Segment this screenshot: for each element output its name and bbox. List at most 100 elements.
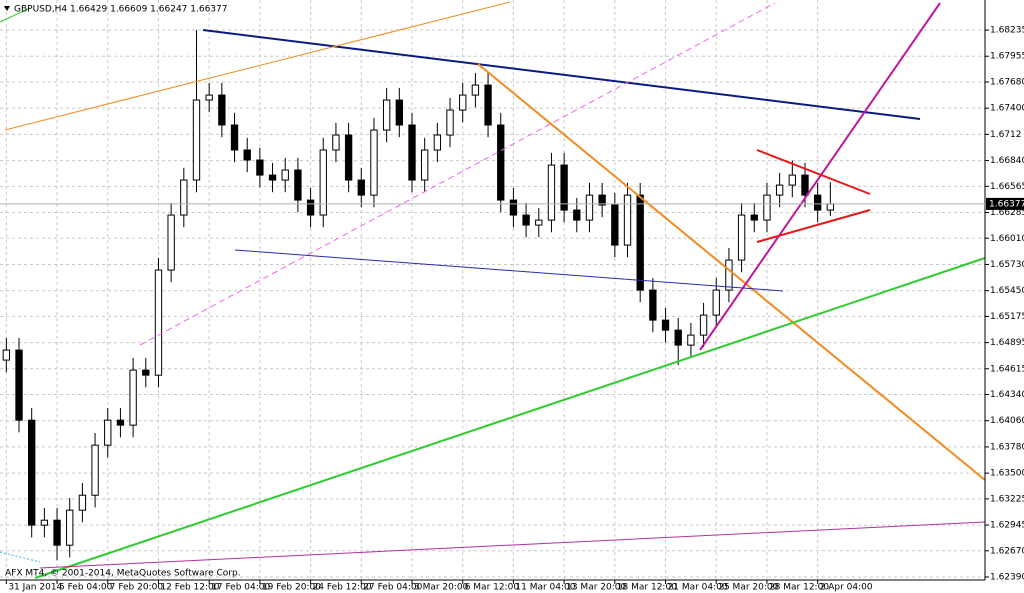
x-tick-label: 28 Mar 12:00 bbox=[769, 583, 829, 593]
y-tick-label: 1.67400 bbox=[990, 104, 1024, 114]
trendline bbox=[756, 149, 871, 195]
candle-body bbox=[433, 134, 442, 151]
y-tick-label: 1.62390 bbox=[990, 573, 1024, 583]
y-tick-label: 1.6712 bbox=[990, 130, 1022, 140]
candle-body bbox=[116, 419, 125, 426]
grid bbox=[0, 0, 985, 580]
x-tick-label: 24 Feb 12:00 bbox=[313, 583, 372, 593]
x-tick-label: 31 Jan 2014 bbox=[8, 583, 62, 593]
candle-body bbox=[91, 444, 99, 496]
title-icon bbox=[4, 6, 10, 11]
x-tick-label: 2 Apr 04:00 bbox=[820, 583, 873, 593]
candle-body bbox=[180, 179, 188, 216]
x-tick-label: 7 Feb 20:00 bbox=[110, 583, 164, 593]
x-tick-label: 5 Feb 04:00 bbox=[59, 583, 113, 593]
x-tick-label: 12 Feb 12:00 bbox=[160, 583, 219, 593]
candle-body bbox=[15, 349, 23, 421]
candle-body bbox=[230, 124, 239, 151]
trendline bbox=[756, 209, 871, 243]
candle-body bbox=[573, 209, 581, 221]
y-tick-label: 1.64340 bbox=[990, 390, 1024, 400]
trendline bbox=[34, 257, 986, 579]
candle-body bbox=[446, 109, 454, 136]
candle-body bbox=[661, 319, 670, 331]
candle-body bbox=[649, 289, 657, 321]
trendline bbox=[202, 29, 921, 120]
candle-body bbox=[699, 314, 708, 336]
y-tick-label: 1.65175 bbox=[990, 312, 1024, 322]
candle-body bbox=[142, 369, 150, 376]
candle-body bbox=[28, 419, 36, 526]
candle-body bbox=[801, 174, 809, 196]
trendline bbox=[477, 63, 986, 481]
candle-body bbox=[243, 149, 251, 161]
candle-body bbox=[205, 94, 213, 101]
candle-body bbox=[78, 494, 87, 511]
candle-body bbox=[370, 129, 378, 196]
x-tick-label: 19 Feb 20:00 bbox=[262, 583, 321, 593]
candle-body bbox=[40, 519, 49, 526]
candle-body bbox=[154, 269, 163, 376]
y-tick-label: 1.63780 bbox=[990, 442, 1024, 452]
candle-body bbox=[218, 94, 226, 126]
y-tick-label: 1.64895 bbox=[990, 338, 1024, 348]
candle-body bbox=[268, 174, 277, 181]
candle-body bbox=[459, 94, 467, 111]
candle-body bbox=[2, 349, 11, 361]
candle-body bbox=[763, 194, 771, 221]
y-tick-label: 1.67955 bbox=[990, 52, 1024, 62]
candle-body bbox=[813, 194, 822, 211]
y-tick-label: 1.63500 bbox=[990, 469, 1024, 479]
x-tick-label: 21 Mar 04:00 bbox=[668, 583, 728, 593]
candles bbox=[2, 30, 835, 561]
x-tick-label: 13 Mar 20:00 bbox=[566, 583, 626, 593]
trendline bbox=[4, 1, 511, 131]
candle-body bbox=[497, 124, 505, 201]
candle-body bbox=[129, 369, 137, 426]
trendline bbox=[234, 249, 784, 292]
x-tick-label: 27 Feb 04:00 bbox=[363, 583, 422, 593]
candle-body bbox=[382, 99, 391, 131]
candle-body bbox=[687, 334, 695, 346]
trendline bbox=[0, 551, 41, 563]
x-tick-label: 11 Mar 04:00 bbox=[515, 583, 575, 593]
candle-body bbox=[167, 214, 175, 271]
y-tick-label: 1.64615 bbox=[990, 364, 1024, 374]
trendline bbox=[39, 521, 986, 569]
candle-body bbox=[788, 174, 796, 186]
candle-body bbox=[623, 194, 632, 246]
trendlines bbox=[0, 1, 986, 579]
candle-body bbox=[66, 509, 74, 546]
candle-body bbox=[306, 199, 315, 216]
candle-body bbox=[585, 194, 594, 221]
x-tick-label: 17 Feb 04:00 bbox=[211, 583, 270, 593]
candle-body bbox=[547, 164, 556, 221]
y-tick-label: 1.66285 bbox=[990, 208, 1024, 218]
candle-body bbox=[319, 149, 327, 216]
candle-body bbox=[712, 289, 720, 316]
trendline bbox=[699, 2, 941, 351]
trendline bbox=[139, 2, 776, 346]
candle-body bbox=[344, 134, 353, 181]
trendline bbox=[0, 7, 31, 23]
y-tick-label: 1.64060 bbox=[990, 416, 1024, 426]
candle-body bbox=[395, 99, 403, 126]
candle-body bbox=[53, 519, 61, 546]
candle-body bbox=[421, 149, 429, 181]
y-tick-label: 1.66840 bbox=[990, 156, 1024, 166]
candle-body bbox=[256, 159, 264, 176]
y-tick-label: 1.62670 bbox=[990, 546, 1024, 556]
candle-body bbox=[294, 169, 302, 201]
footer: AFX MT4, © 2001-2014, MetaQuotes Softwar… bbox=[5, 569, 241, 579]
candle-body bbox=[725, 259, 733, 291]
candle-body bbox=[509, 199, 518, 216]
candle-body bbox=[598, 194, 606, 206]
candle-body bbox=[281, 169, 289, 181]
x-tick-label: 3 Mar 20:00 bbox=[414, 583, 469, 593]
y-tick-label: 1.65450 bbox=[990, 286, 1024, 296]
candle-body bbox=[484, 84, 492, 126]
candle-body bbox=[192, 99, 201, 181]
candle-body bbox=[471, 84, 480, 96]
candle-body bbox=[750, 214, 758, 221]
